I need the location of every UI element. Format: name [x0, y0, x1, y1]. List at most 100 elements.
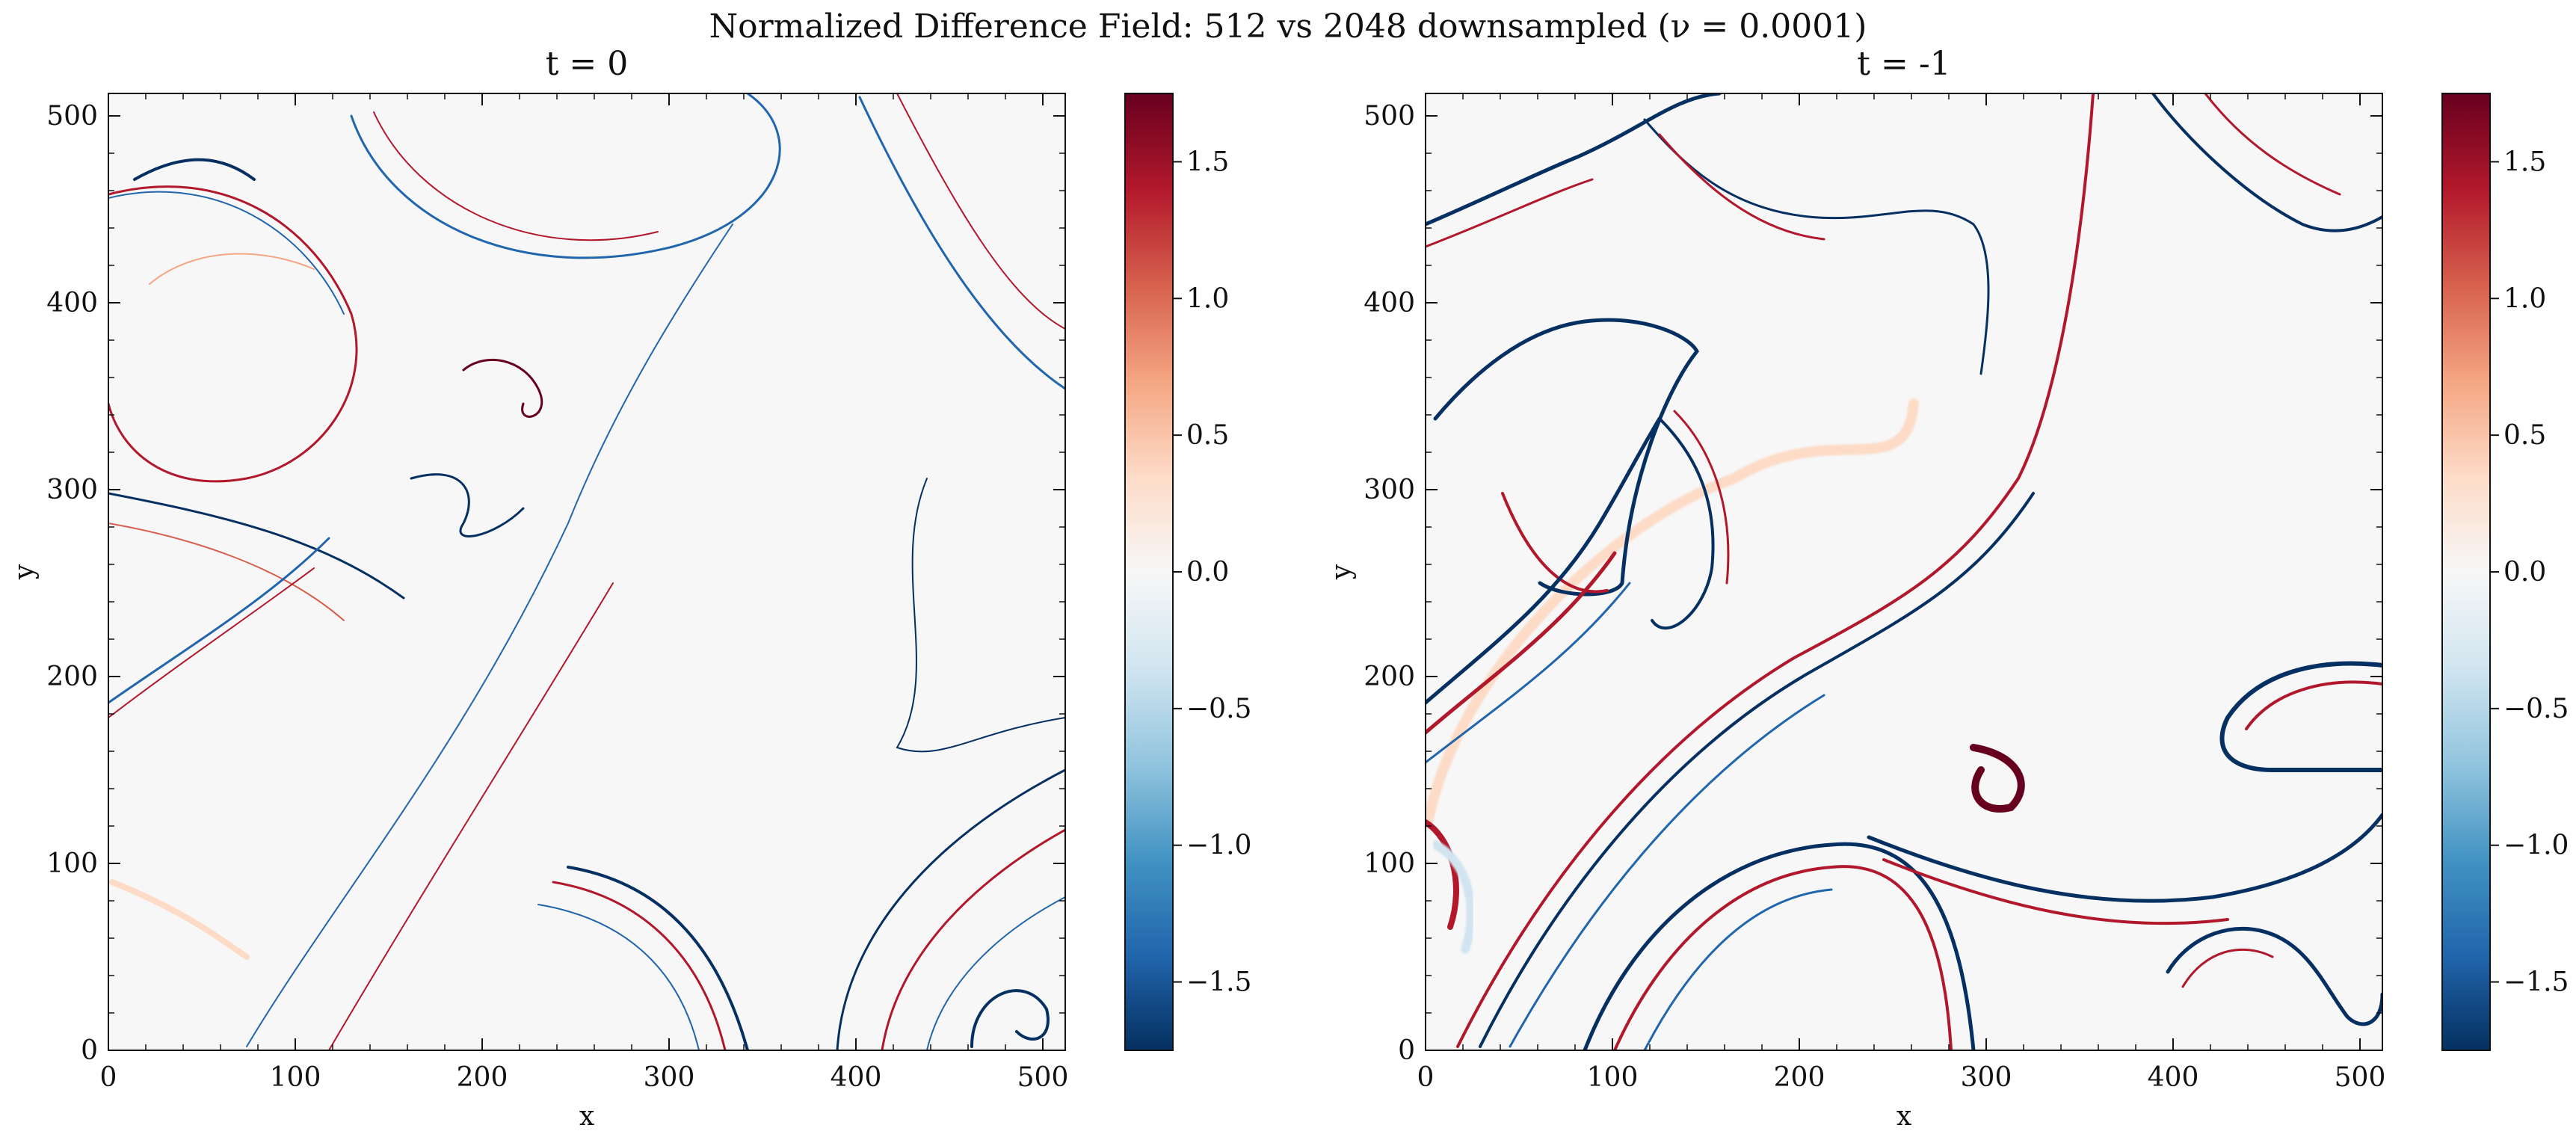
filament	[1433, 318, 1699, 597]
plot-frame	[1425, 93, 2383, 1051]
y-axis-label: y	[9, 564, 40, 580]
filament	[108, 537, 330, 704]
colorbar-tick-label: −1.5	[1186, 967, 1251, 998]
filament	[1479, 492, 2035, 1048]
heatmap-background	[1426, 93, 2382, 1050]
x-ticks: 0 100 200 300 400 500	[100, 93, 1068, 1093]
filament	[1509, 694, 1825, 1048]
filament	[350, 93, 781, 259]
colorbar-tick-label: −1.0	[2503, 831, 2569, 861]
filament	[108, 523, 345, 621]
y-ticks: 0 100 200 300 400 500	[1364, 101, 2382, 1066]
colorbar-ticks: −1.5 −1.0 −0.5 0.0 0.5 1.0 1.5	[1173, 147, 1251, 998]
x-axis-label: x	[579, 1101, 594, 1132]
filament	[1643, 888, 1833, 1050]
x-tick-label: 200	[457, 1062, 508, 1093]
filament	[2181, 948, 2274, 988]
colorbar-tick-label: −0.5	[2503, 694, 2569, 724]
filament	[108, 567, 315, 718]
y-ticks: 0 100 200 300 400 500	[46, 101, 1065, 1066]
filament	[1456, 93, 2095, 1048]
colorbar-tick-label: 1.5	[1186, 147, 1229, 177]
colorbar-tick-label: 0.0	[2503, 557, 2546, 588]
filament	[2204, 93, 2341, 196]
filament	[1583, 842, 1976, 1050]
filament	[896, 478, 1065, 753]
panel-title-t0: t = 0	[546, 45, 629, 83]
x-tick-label: 300	[644, 1062, 695, 1093]
y-tick-label: 0	[1398, 1035, 1415, 1066]
filament	[1426, 416, 1662, 705]
filament	[2245, 680, 2382, 730]
filament	[537, 904, 700, 1050]
y-tick-label: 500	[46, 101, 98, 132]
x-tick-label: 400	[2148, 1062, 2199, 1093]
figure-suptitle: Normalized Difference Field: 512 vs 2048…	[709, 7, 1867, 46]
x-tick-label: 0	[1417, 1062, 1435, 1093]
filament	[836, 768, 1065, 1050]
panel-title-tminus1: t = -1	[1857, 45, 1950, 83]
heatmap-background	[108, 93, 1065, 1050]
filament	[970, 989, 1050, 1048]
filament	[1651, 417, 1715, 630]
difference-filaments	[108, 93, 1065, 1050]
y-tick-label: 100	[46, 848, 98, 879]
x-tick-label: 100	[270, 1062, 321, 1093]
filament	[552, 881, 727, 1050]
filament	[1426, 93, 1722, 227]
x-tick-label: 300	[1961, 1062, 2012, 1093]
filament	[1970, 744, 2025, 813]
filament	[1867, 813, 2382, 903]
colorbar	[1124, 93, 1174, 1051]
colorbar-ticks: −1.5 −1.0 −0.5 0.0 0.5 1.0 1.5	[2490, 147, 2569, 998]
colorbar-tick-label: 0.5	[1186, 420, 1229, 451]
x-axis-label: x	[1896, 1101, 1911, 1132]
filament	[149, 253, 315, 285]
y-tick-label: 0	[81, 1035, 98, 1066]
filament	[567, 866, 749, 1050]
x-tick-label: 400	[831, 1062, 882, 1093]
y-tick-label: 400	[46, 288, 98, 318]
colorbar-tick-label: 1.0	[2503, 283, 2546, 314]
x-tick-label: 500	[2335, 1062, 2386, 1093]
filament	[1658, 133, 1825, 241]
filament	[1501, 492, 1609, 594]
colorbar	[2441, 93, 2491, 1051]
plot-frame	[108, 93, 1066, 1051]
filament	[2166, 926, 2382, 1026]
colorbar-tick-label: 1.5	[2503, 147, 2546, 177]
difference-filaments	[1426, 93, 2382, 1050]
filament	[373, 111, 659, 241]
x-tick-label: 100	[1587, 1062, 1639, 1093]
filament	[1673, 410, 1730, 585]
filament	[858, 96, 1065, 390]
filament	[1426, 178, 1594, 248]
heatmap-panel-tminus1: t = -1	[1326, 45, 2569, 1132]
x-ticks: 0 100 200 300 400 500	[1417, 93, 2386, 1093]
y-tick-label: 400	[1364, 288, 1415, 318]
filament	[926, 896, 1065, 1050]
filament	[1426, 551, 1617, 735]
colorbar-tick-label: −1.0	[1186, 831, 1251, 861]
filament	[896, 93, 1065, 330]
y-tick-label: 200	[1364, 662, 1415, 692]
y-tick-label: 300	[46, 475, 98, 505]
y-tick-label: 500	[1364, 101, 1415, 132]
filament	[2219, 661, 2382, 773]
filament	[2151, 93, 2382, 232]
filament	[1882, 858, 2229, 925]
filament	[109, 879, 250, 960]
filament	[133, 158, 256, 181]
colorbar-tick-label: −0.5	[1186, 694, 1251, 724]
y-tick-label: 100	[1364, 848, 1415, 879]
y-tick-label: 300	[1364, 475, 1415, 505]
filament	[108, 185, 358, 483]
colorbar-tick-label: −1.5	[2503, 967, 2569, 998]
filament	[462, 358, 543, 418]
colorbar-tick-label: 1.0	[1186, 283, 1229, 314]
filament	[1643, 118, 1990, 375]
y-tick-label: 200	[46, 662, 98, 692]
filament	[108, 191, 345, 315]
y-axis-label: y	[1326, 564, 1357, 580]
filament	[246, 224, 733, 1047]
